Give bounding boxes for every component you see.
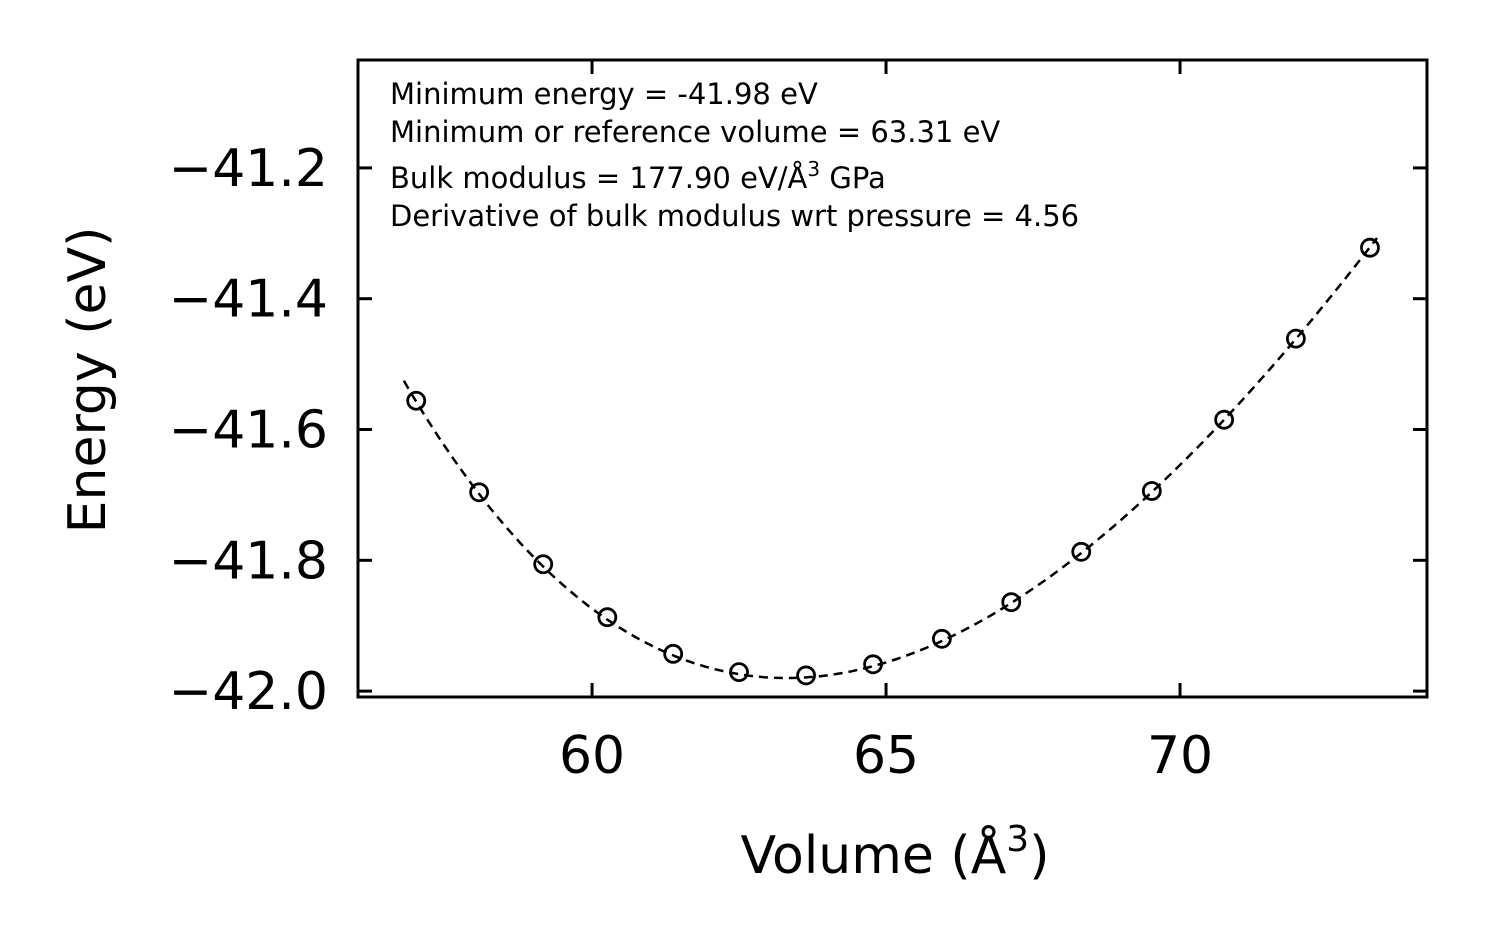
x-tick-label: 70 — [1147, 726, 1213, 786]
y-tick-label: −41.2 — [169, 139, 328, 199]
data-points — [406, 237, 1380, 686]
data-point — [1360, 237, 1380, 258]
y-tick-label: −41.8 — [169, 531, 328, 591]
x-axis-label: Volume (Å3) — [741, 819, 1050, 886]
y-axis-label: Energy (eV) — [58, 227, 118, 534]
plot-frame — [356, 58, 1429, 699]
annotation-bulk-modulus: Bulk modulus = 177.90 eV/Å3 GPa — [390, 157, 886, 195]
data-point — [406, 390, 427, 411]
data-point — [863, 654, 883, 675]
fit-curve — [402, 237, 1378, 680]
x-tick-label: 60 — [559, 726, 625, 786]
data-point — [533, 554, 554, 575]
annotation-box: Minimum energy = -41.98 eV Minimum or re… — [390, 77, 1079, 233]
x-tick-labels: 60 65 70 — [559, 726, 1213, 786]
data-point — [1214, 409, 1235, 430]
data-point — [1141, 481, 1162, 501]
data-point — [597, 607, 618, 628]
data-point — [1001, 592, 1022, 613]
ticks — [358, 60, 1427, 697]
data-point — [1285, 328, 1306, 349]
y-tick-labels: −41.2 −41.4 −41.6 −41.8 −42.0 — [169, 139, 328, 722]
data-point — [931, 628, 952, 649]
data-point — [796, 665, 816, 686]
x-tick-label: 65 — [853, 726, 919, 786]
y-tick-label: −41.6 — [169, 401, 328, 461]
y-tick-label: −42.0 — [169, 662, 328, 722]
annotation-bulk-derivative: Derivative of bulk modulus wrt pressure … — [390, 199, 1079, 233]
y-tick-label: −41.4 — [169, 270, 328, 330]
data-point — [469, 482, 490, 503]
data-point — [663, 643, 684, 664]
data-point — [1071, 541, 1092, 562]
data-point — [729, 662, 749, 683]
annotation-ref-volume: Minimum or reference volume = 63.31 eV — [390, 115, 1000, 149]
annotation-min-energy: Minimum energy = -41.98 eV — [390, 77, 818, 111]
